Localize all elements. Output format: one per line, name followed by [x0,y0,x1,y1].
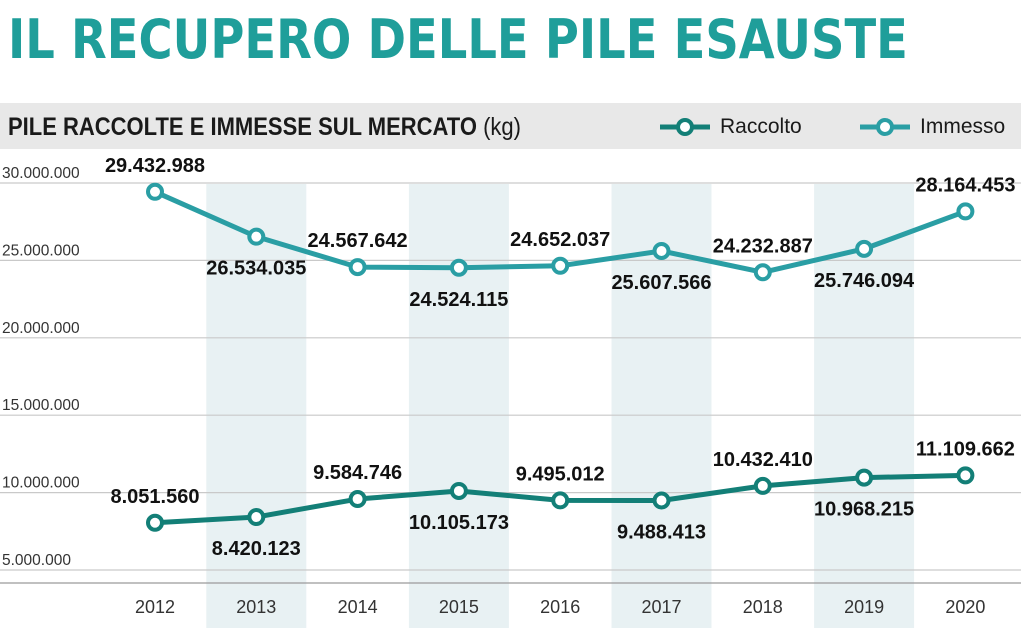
legend-label-raccolto: Raccolto [720,115,802,138]
data-label-immesso-2020: 28.164.453 [915,174,1015,196]
data-point-raccolto-2017 [652,491,671,510]
data-label-raccolto-2020: 11.109.662 [916,438,1015,460]
x-tick-label: 2020 [945,597,985,617]
series-points [146,182,975,532]
x-tick-label: 2013 [236,597,276,617]
data-label-raccolto-2016: 9.495.012 [516,463,605,485]
x-axis-ticks: 2012 2013 2014 2015 2016 2017 2018 2019 2020 [135,597,985,617]
data-point-immesso-2015 [449,258,468,277]
chart-subtitle: PILE RACCOLTE E IMMESSE SUL MERCATO (kg) [8,113,521,141]
legend-line-marker-immesso-icon [860,118,910,136]
data-label-immesso-2015: 24.524.115 [409,289,508,311]
y-tick-label: 15.000.000 [2,397,80,414]
x-tick-label: 2012 [135,597,175,617]
data-labels: 8.051.560 8.420.123 9.584.746 10.105.173 9.4… [105,155,1016,560]
data-point-immesso-2019 [855,239,874,258]
data-point-raccolto-2020 [956,466,975,485]
data-label-immesso-2019: 25.746.094 [814,270,915,292]
data-point-immesso-2012 [146,182,164,201]
data-label-immesso-2017: 25.607.566 [611,272,711,294]
data-label-raccolto-2017: 9.488.413 [617,522,706,544]
legend-item-immesso: Immesso [858,113,1005,141]
x-tick-label: 2017 [641,597,681,617]
legend-line-marker-raccolto-icon [660,118,710,136]
subtitle-unit: (kg) [483,113,521,141]
data-point-raccolto-2016 [551,491,570,510]
data-point-immesso-2013 [247,227,266,246]
y-tick-label: 25.000.000 [2,242,80,259]
data-label-immesso-2012: 29.432.988 [105,155,205,177]
y-axis-ticks: 5.000.000 10.000.000 15.000.000 20.000.000 2… [2,165,80,569]
data-label-immesso-2016: 24.652.037 [510,229,610,251]
legend-label-immesso: Immesso [920,115,1006,138]
x-tick-label: 2015 [439,597,479,617]
y-tick-label: 30.000.000 [2,165,80,182]
data-label-raccolto-2015: 10.105.173 [409,512,509,534]
data-point-raccolto-2014 [348,490,367,509]
data-point-immesso-2018 [753,263,772,282]
subtitle-main: PILE RACCOLTE E IMMESSE SUL MERCATO [8,113,477,141]
data-point-immesso-2014 [348,258,367,277]
x-tick-label: 2016 [540,597,580,617]
y-tick-label: 10.000.000 [2,475,80,492]
data-point-immesso-2016 [551,256,570,275]
data-point-raccolto-2019 [855,468,874,487]
line-chart: 5.000.000 10.000.000 15.000.000 20.000.000 2… [0,155,1021,628]
data-label-raccolto-2013: 8.420.123 [212,538,301,560]
data-label-raccolto-2019: 10.968.215 [814,499,914,521]
data-label-raccolto-2012: 8.051.560 [111,486,200,508]
data-point-immesso-2017 [652,241,671,260]
shaded-column-2013 [206,184,307,628]
grid-lines [0,182,1021,584]
legend-item-raccolto: Raccolto [658,113,802,141]
y-tick-label: 20.000.000 [2,320,80,337]
data-label-immesso-2018: 24.232.887 [713,235,813,257]
y-tick-label: 5.000.000 [2,552,71,569]
data-label-raccolto-2018: 10.432.410 [713,449,813,471]
x-tick-label: 2018 [743,597,783,617]
data-label-immesso-2013: 26.534.035 [206,258,306,280]
data-point-raccolto-2015 [449,481,468,500]
page-title: IL RECUPERO DELLE PILE ESAUSTE [8,8,908,71]
data-point-raccolto-2012 [146,513,164,532]
data-label-raccolto-2014: 9.584.746 [313,462,402,484]
data-point-immesso-2020 [956,202,975,221]
shaded-column-2015 [408,184,509,628]
subtitle-bar: PILE RACCOLTE E IMMESSE SUL MERCATO (kg)… [0,103,1021,149]
x-tick-label: 2019 [844,597,884,617]
data-point-raccolto-2018 [753,476,772,495]
x-tick-label: 2014 [338,597,378,617]
data-label-immesso-2014: 24.567.642 [308,230,408,252]
data-point-raccolto-2013 [247,508,266,527]
